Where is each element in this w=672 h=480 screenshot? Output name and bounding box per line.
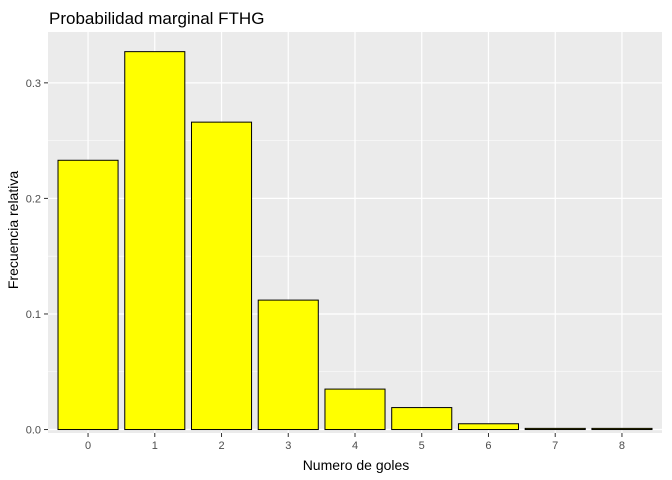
- y-tick-label: 0.2: [26, 193, 41, 205]
- bars: [57, 51, 653, 431]
- bar-2: [190, 121, 253, 431]
- bar-4: [324, 388, 386, 431]
- x-tick-label: 7: [552, 440, 558, 452]
- x-axis-title: Numero de goles: [303, 457, 410, 473]
- y-tick-label: 0.3: [26, 78, 41, 90]
- x-tick-label: 0: [85, 440, 91, 452]
- x-axis-ticks: 0 1 2 3 4 5 6 7 8: [85, 433, 625, 452]
- y-axis-title: Frecuencia relativa: [5, 171, 21, 289]
- bar-7: [524, 427, 586, 431]
- y-axis-ticks: 0.0 0.1 0.2 0.3: [26, 78, 48, 437]
- x-tick-label: 2: [218, 440, 224, 452]
- x-tick-label: 3: [285, 440, 291, 452]
- x-tick-label: 1: [152, 440, 158, 452]
- bar-5: [391, 407, 453, 431]
- bar-0: [57, 159, 119, 431]
- x-tick-label: 8: [619, 440, 625, 452]
- bar-6: [457, 423, 520, 431]
- y-tick-label: 0.1: [26, 309, 41, 321]
- bar-3: [257, 299, 319, 431]
- x-tick-label: 4: [352, 440, 358, 452]
- chart-title: Probabilidad marginal FTHG: [49, 9, 264, 28]
- y-tick-label: 0.0: [26, 425, 41, 437]
- bar-1: [124, 51, 186, 431]
- x-tick-label: 5: [419, 440, 425, 452]
- bar-8: [591, 427, 653, 431]
- x-tick-label: 6: [485, 440, 491, 452]
